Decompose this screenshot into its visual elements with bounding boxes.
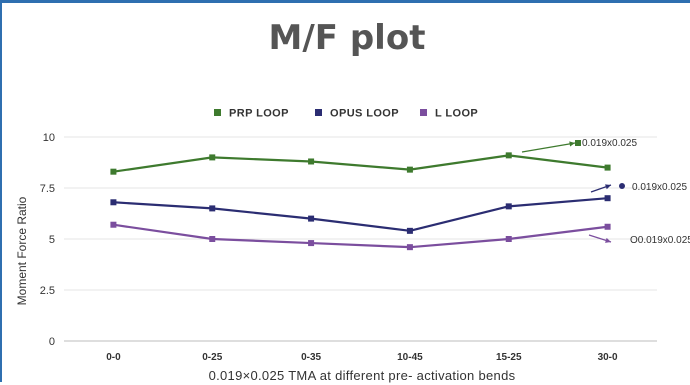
data-point <box>209 205 216 212</box>
data-point <box>505 203 512 210</box>
chart-legend: PRP LOOP OPUS LOOP L LOOP <box>214 108 478 120</box>
data-point <box>209 154 216 161</box>
y-axis-ticks: 0 2.5 5 7.5 10 <box>40 132 55 348</box>
annotation-2: O0.019x0.025 <box>588 234 690 246</box>
data-point <box>604 223 611 230</box>
x-tick-label: 0-35 <box>301 352 321 363</box>
annotation-0: 0.019x0.025 <box>521 138 637 153</box>
annotation-arrowhead <box>605 237 611 243</box>
x-tick-label: 15-25 <box>496 352 522 363</box>
data-point <box>308 158 315 165</box>
data-point <box>110 168 117 175</box>
annotation-label: O0.019x0.025 <box>630 235 690 246</box>
data-point <box>604 164 611 171</box>
data-point <box>505 236 512 242</box>
data-point <box>110 221 117 228</box>
x-tick-label: 0-25 <box>202 352 222 363</box>
data-point <box>308 215 315 222</box>
annotation-arrowhead <box>605 184 611 190</box>
annotation-arrowhead <box>569 141 575 147</box>
annotation-marker <box>575 140 581 146</box>
annotation-arrow <box>521 142 576 153</box>
legend-label: L LOOP <box>435 108 478 120</box>
y-axis-label: Moment Force Ratio <box>15 196 29 305</box>
series-0 <box>110 152 611 175</box>
x-tick-label: 0-0 <box>106 352 121 363</box>
legend-marker <box>315 109 322 116</box>
series-2 <box>110 221 611 251</box>
chart-title: M/F plot <box>269 18 426 58</box>
data-point <box>406 244 413 251</box>
series-line <box>113 154 608 173</box>
data-point <box>308 240 315 247</box>
y-tick-label: 5 <box>49 234 55 246</box>
x-tick-label: 10-45 <box>397 352 423 363</box>
data-point <box>406 166 413 173</box>
annotation-label: 0.019x0.025 <box>582 138 637 149</box>
legend-label: OPUS LOOP <box>330 108 399 120</box>
x-tick-label: 30-0 <box>598 352 618 363</box>
annotation-1: 0.019x0.025 <box>590 182 687 193</box>
chart-annotations: 0.019x0.025 0.019x0.025 O0.019x0.025 <box>521 138 690 246</box>
legend-label: PRP LOOP <box>229 108 289 120</box>
x-axis-ticks: 0-0 0-25 0-35 10-45 15-25 30-0 <box>106 352 618 363</box>
data-point <box>406 227 413 234</box>
chart-gridlines <box>64 136 657 342</box>
series-line <box>113 197 608 232</box>
data-point <box>209 236 216 242</box>
legend-marker <box>420 109 427 116</box>
series-1 <box>110 195 611 234</box>
y-tick-label: 7.5 <box>40 183 55 195</box>
mf-line-chart: M/F plot PRP LOOP OPUS LOOP L LOOP 0 2.5 5 7.… <box>15 18 690 383</box>
annotation-label: 0.019x0.025 <box>632 182 687 193</box>
data-point <box>604 195 611 202</box>
chart-series <box>110 152 611 251</box>
y-tick-label: 10 <box>43 132 55 144</box>
data-point <box>110 199 117 206</box>
y-tick-label: 0 <box>49 336 55 348</box>
legend-marker <box>214 109 221 116</box>
x-axis-label: 0.019×0.025 TMA at different pre- activa… <box>209 368 516 383</box>
annotation-marker <box>619 183 625 189</box>
y-tick-label: 2.5 <box>40 285 55 297</box>
series-line <box>113 223 608 249</box>
data-point <box>505 152 512 159</box>
